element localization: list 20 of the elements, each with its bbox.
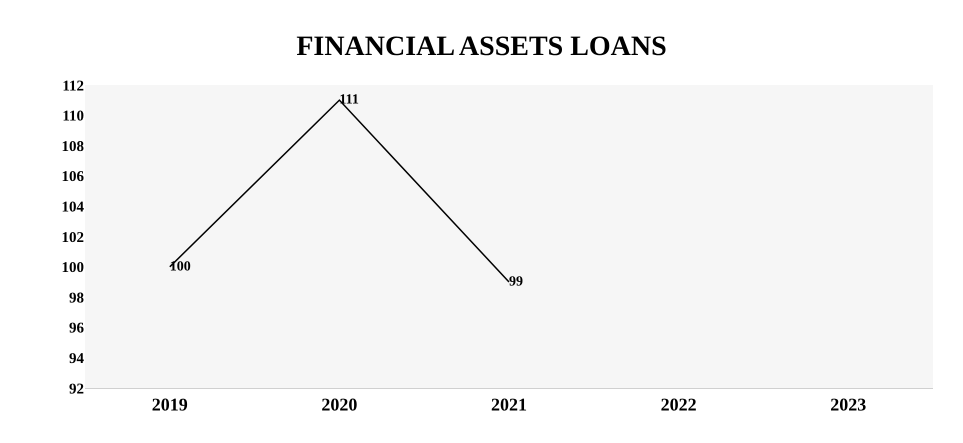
y-tick-label: 98 — [69, 290, 84, 306]
y-tick-label: 106 — [62, 169, 84, 186]
chart-title: FINANCIAL ASSETS LOANS — [296, 31, 667, 62]
y-tick-label: 108 — [62, 138, 84, 155]
data-label: 99 — [509, 274, 523, 290]
y-tick-label: 104 — [62, 199, 84, 216]
y-tick-label: 94 — [69, 350, 84, 367]
y-tick-label: 92 — [69, 381, 84, 398]
x-tick-label: 2021 — [491, 394, 527, 415]
y-tick-label: 110 — [62, 108, 84, 125]
x-tick-label: 2020 — [321, 394, 358, 415]
y-tick-label: 102 — [62, 230, 84, 246]
x-tick-label: 2019 — [152, 394, 188, 415]
y-tick-label: 112 — [62, 78, 84, 94]
x-tick-label: 2023 — [830, 394, 866, 415]
data-label: 111 — [339, 92, 359, 108]
y-tick-label: 100 — [62, 260, 84, 276]
x-tick-label: 2022 — [660, 394, 697, 415]
data-label: 100 — [170, 259, 191, 274]
y-tick-label: 96 — [69, 320, 84, 337]
